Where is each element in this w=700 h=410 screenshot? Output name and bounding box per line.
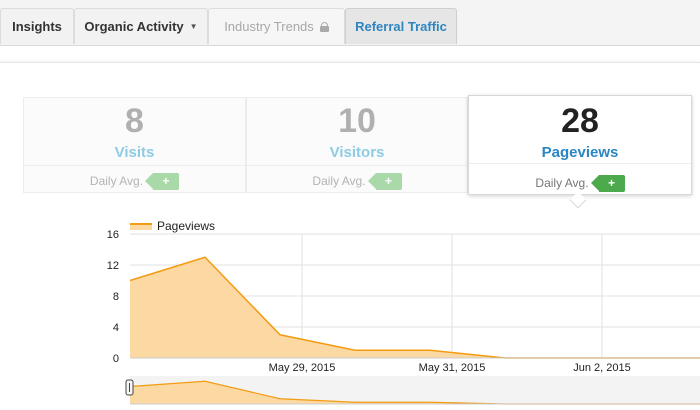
x-tick-label: Jun 2, 2015 <box>573 362 631 374</box>
visits-label: Visits <box>114 144 155 161</box>
pageviews-area <box>130 257 700 358</box>
pageviews-chart: 0 4 8 12 16 May 29, 2015 May 31, 2015 Jun 2, 20… <box>107 229 700 405</box>
lock-icon <box>319 21 329 32</box>
pageviews-daily-avg-label: Daily Avg. <box>535 176 589 190</box>
tab-organic-activity-label: Organic Activity <box>84 19 184 34</box>
y-tick-label: 8 <box>113 291 119 303</box>
y-tick-label: 0 <box>113 353 119 365</box>
card-divider <box>469 163 691 164</box>
metric-card-pageviews[interactable]: 28 Pageviews Daily Avg. + <box>468 95 692 195</box>
chart-legend[interactable]: Pageviews <box>130 219 215 233</box>
caret-down-icon: ▼ <box>189 22 198 31</box>
tab-insights-label: Insights <box>12 19 62 34</box>
tab-referral-traffic-label: Referral Traffic <box>355 19 447 34</box>
y-tick-label: 12 <box>107 260 119 272</box>
tab-bar: Insights Organic Activity ▼ Industry Tre… <box>0 0 700 46</box>
visits-value: 8 <box>125 102 144 140</box>
pageviews-value: 28 <box>561 102 599 140</box>
pageviews-daily-avg: Daily Avg. + <box>469 174 691 192</box>
card-divider <box>24 165 245 166</box>
visitors-daily-avg-label: Daily Avg. <box>312 174 366 188</box>
visits-daily-avg: Daily Avg. + <box>24 172 245 190</box>
metric-card-visits[interactable]: 8 Visits Daily Avg. + <box>23 97 246 193</box>
tab-referral-traffic[interactable]: Referral Traffic <box>345 8 457 44</box>
visitors-daily-avg: Daily Avg. + <box>247 172 467 190</box>
legend-label-pageviews: Pageviews <box>157 219 216 233</box>
pageviews-daily-avg-toggle-button[interactable]: + <box>590 174 625 192</box>
x-tick-label: May 29, 2015 <box>269 362 336 374</box>
visits-daily-avg-toggle-button[interactable]: + <box>145 172 180 190</box>
y-tick-label: 16 <box>107 229 119 241</box>
visits-daily-avg-label: Daily Avg. <box>89 174 144 188</box>
y-tick-label: 4 <box>113 322 119 334</box>
navigator-area <box>130 381 700 404</box>
x-tick-label: May 31, 2015 <box>419 362 486 374</box>
metric-card-visitors[interactable]: 10 Visitors Daily Avg. + <box>246 97 468 193</box>
tab-organic-activity[interactable]: Organic Activity ▼ <box>74 8 208 44</box>
card-divider <box>247 165 467 166</box>
tab-industry-trends[interactable]: Industry Trends <box>208 8 345 44</box>
visitors-daily-avg-toggle-button[interactable]: + <box>367 172 402 190</box>
tab-industry-trends-label: Industry Trends <box>224 19 314 34</box>
visitors-label: Visitors <box>329 144 385 161</box>
legend-swatch-pageviews <box>130 222 152 230</box>
pageviews-label: Pageviews <box>541 144 619 161</box>
content-panel: 8 Visits Daily Avg. + 10 Visitors Daily … <box>0 62 700 410</box>
visitors-value: 10 <box>338 102 376 140</box>
tab-insights[interactable]: Insights <box>0 8 74 44</box>
